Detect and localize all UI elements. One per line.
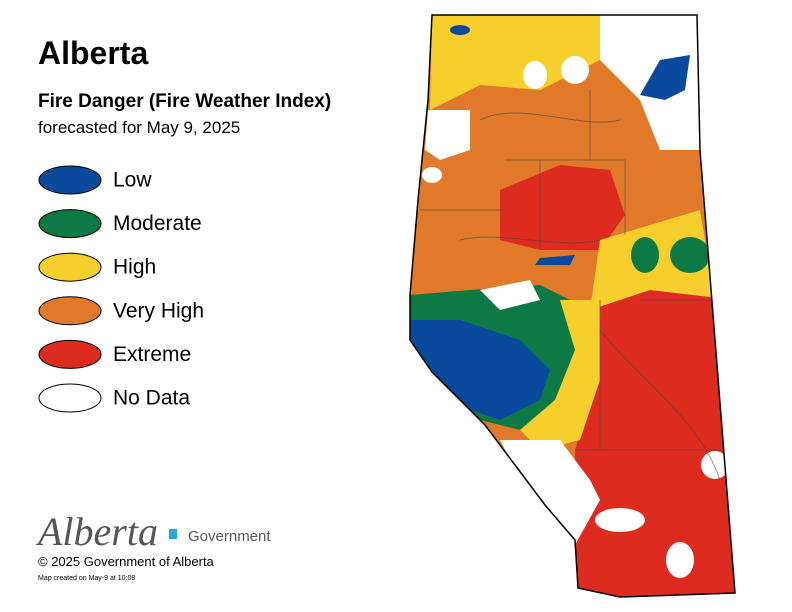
legend-swatch [38,209,102,239]
legend-swatch [38,165,102,195]
legend-swatch [38,339,102,369]
legend-swatch [38,252,102,282]
legend-label: High [113,256,156,279]
copyright: © 2025 Government of Alberta [38,554,215,569]
fire-zones [410,15,735,597]
boundaries [420,90,735,481]
forecast-date: forecasted for May 9, 2025 [38,118,240,137]
legend-label: Very High [113,299,204,322]
legend-label: No Data [113,387,190,410]
legend-label: Low [113,169,152,192]
province-outline [409,14,736,598]
logo-mark [169,529,177,539]
legend-swatch [38,383,102,413]
legend-label: Moderate [113,212,202,235]
legend-label: Extreme [113,343,191,366]
subtitle: Fire Danger (Fire Weather Index) [38,91,331,112]
legend-swatch [38,296,102,326]
legend: Low Moderate High Very High Extreme No Data [38,165,204,413]
logo-government: Government [188,528,271,545]
title: Alberta [38,35,148,71]
logo-text: Alberta [35,509,158,554]
created-note: Map created on May-9 at 10:08 [38,575,135,582]
